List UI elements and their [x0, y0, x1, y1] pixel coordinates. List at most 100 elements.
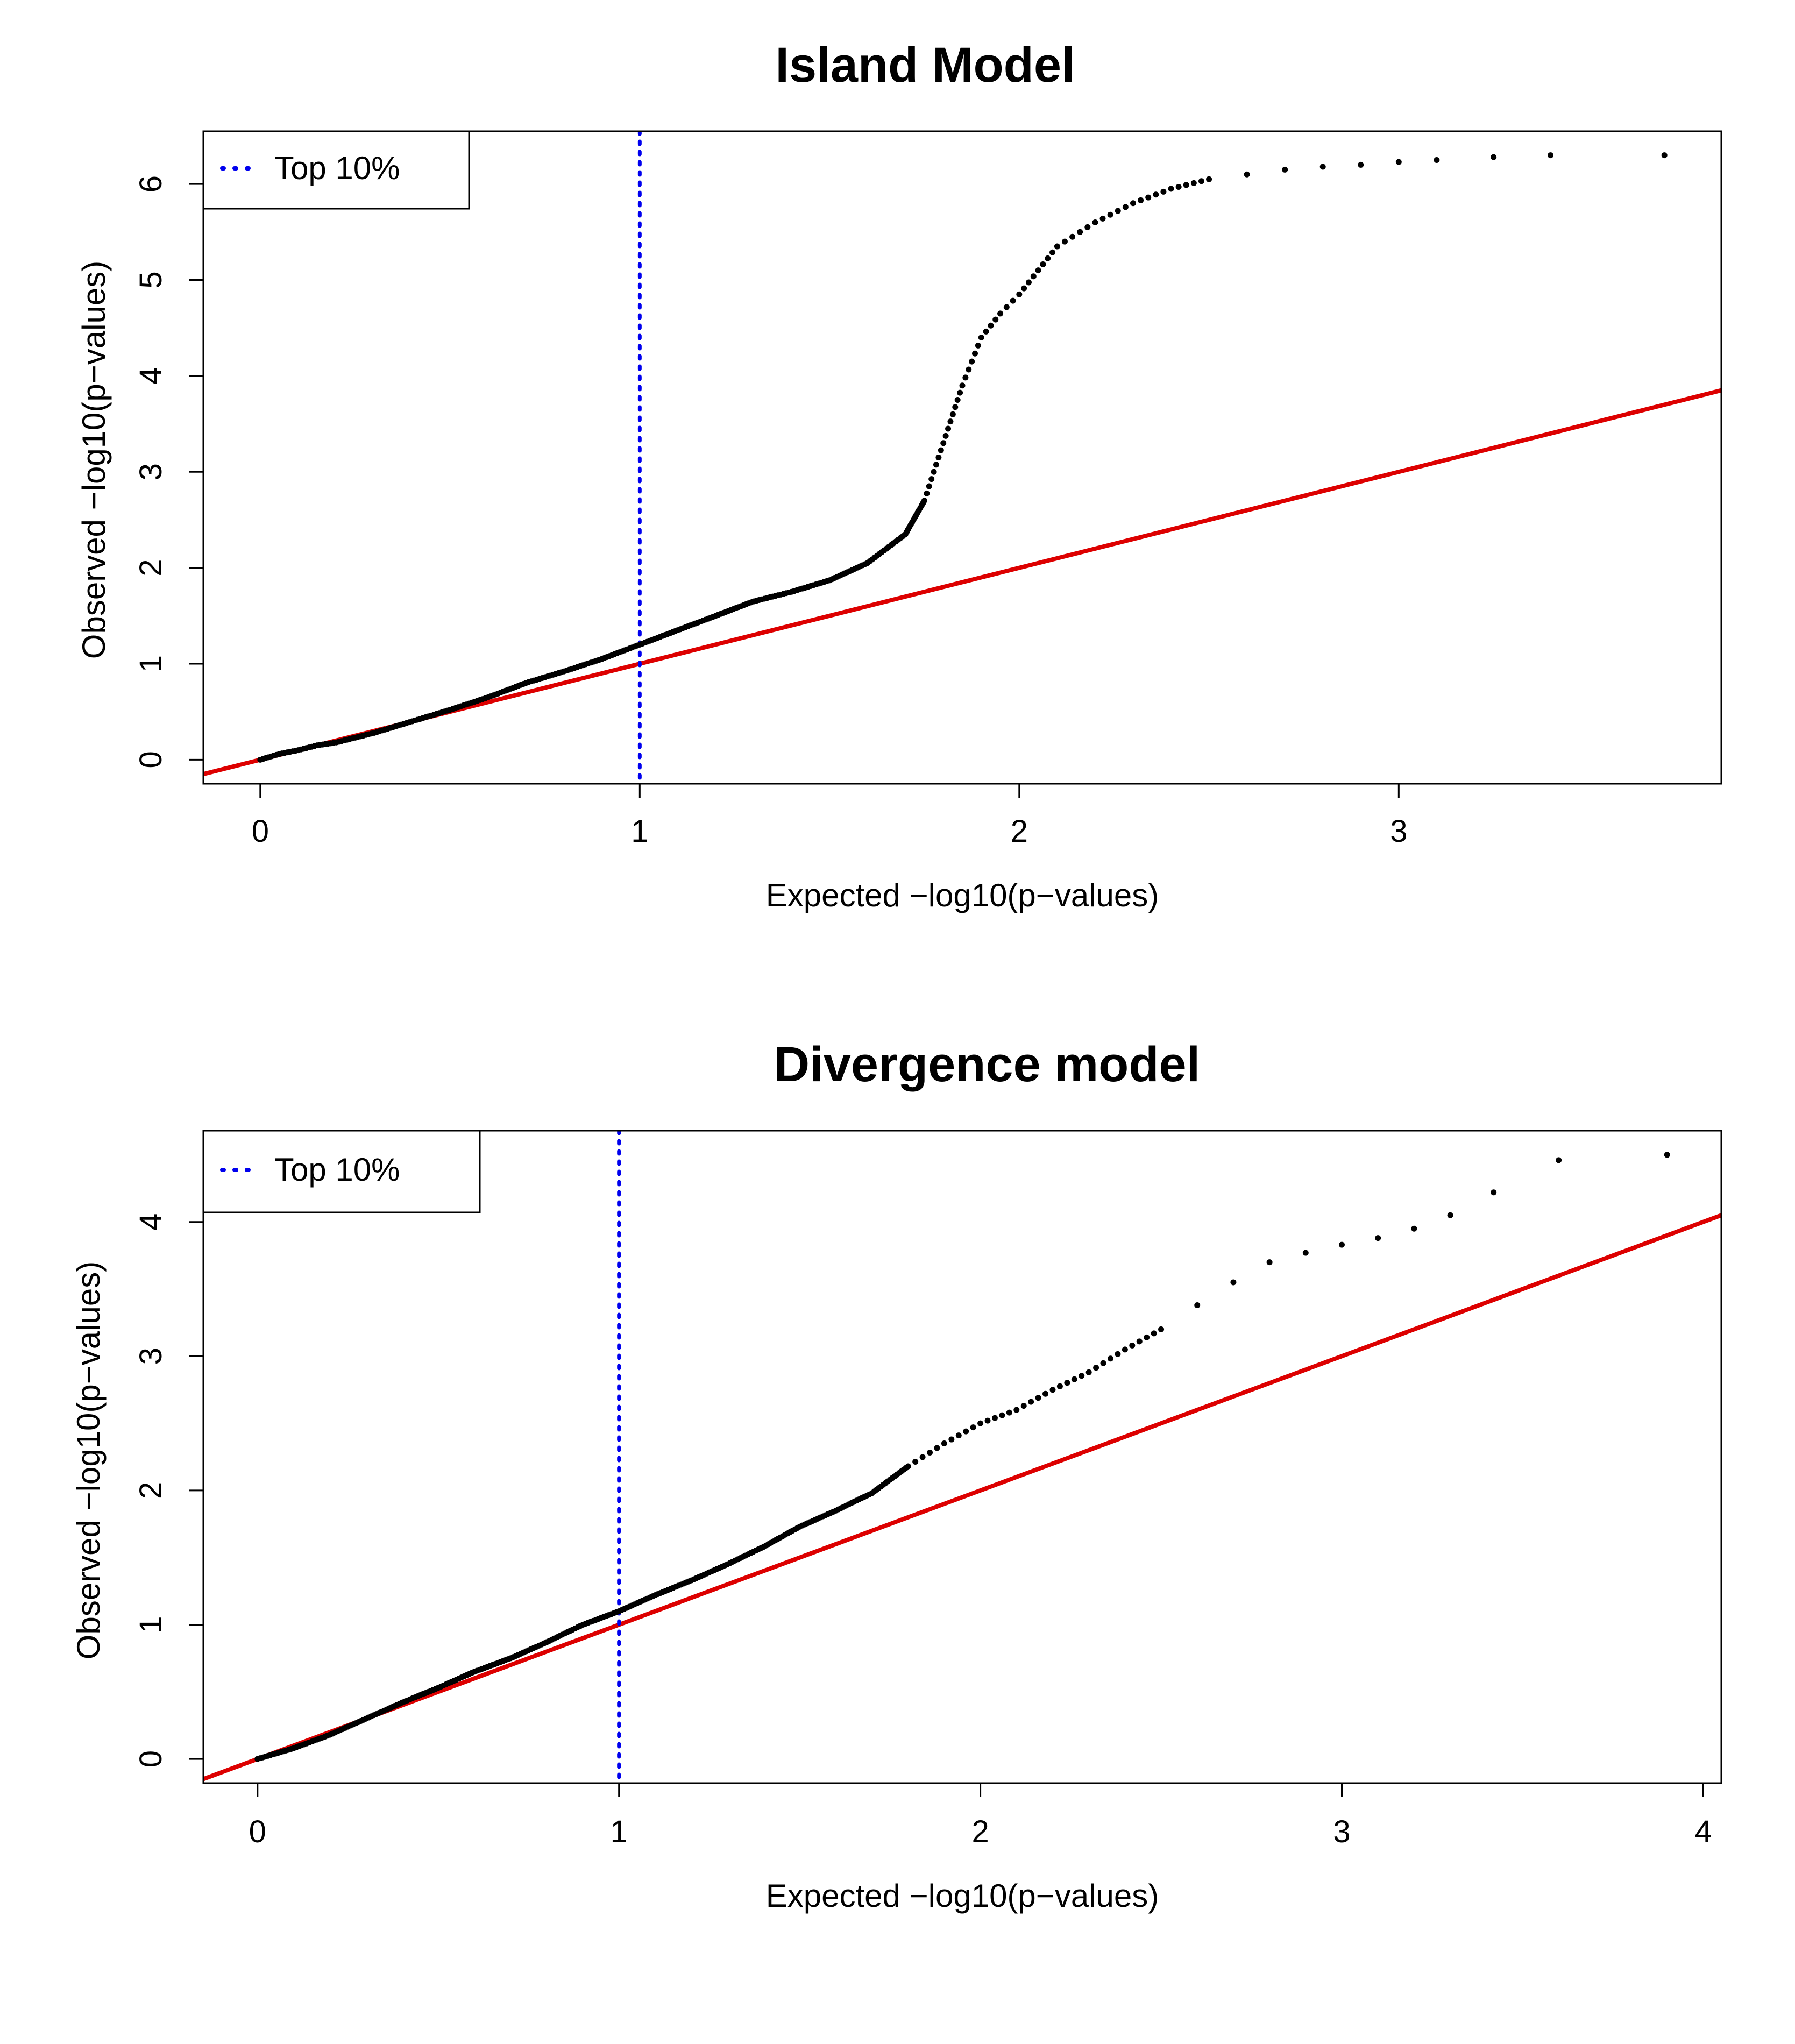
data-point: [1093, 1365, 1099, 1371]
y-tick-label: 2: [133, 1482, 168, 1499]
data-point: [966, 366, 972, 373]
data-point: [1194, 1302, 1201, 1308]
data-point: [999, 1412, 1005, 1418]
data-point: [934, 1445, 940, 1451]
y-tick-label: 1: [133, 655, 168, 672]
data-point: [940, 440, 947, 446]
y-tick-label: 4: [133, 367, 168, 385]
data-point: [997, 310, 1004, 317]
y-tick-label: 6: [133, 175, 168, 193]
data-point: [1358, 161, 1364, 168]
data-point: [1030, 273, 1037, 280]
data-point: [1664, 1152, 1670, 1158]
data-point: [1056, 1383, 1063, 1389]
data-point: [1100, 1360, 1106, 1366]
data-point: [1064, 1380, 1070, 1386]
data-point: [945, 425, 952, 432]
data-point: [975, 342, 981, 349]
data-point: [1129, 1342, 1136, 1349]
data-point: [1153, 191, 1159, 198]
data-point: [1035, 1395, 1041, 1401]
data-point: [1003, 304, 1010, 310]
data-point: [1145, 194, 1152, 201]
chart-title: Island Model: [775, 38, 1075, 93]
y-tick-label: 1: [133, 1616, 168, 1633]
data-point: [924, 490, 930, 496]
data-point: [1339, 1241, 1345, 1248]
legend-label: Top 10%: [274, 1152, 400, 1188]
data-point: [1049, 1387, 1056, 1393]
data-point: [1013, 1407, 1020, 1413]
data-point: [919, 1454, 926, 1460]
data-point: [972, 350, 978, 357]
data-point: [1175, 183, 1182, 190]
data-point: [1054, 243, 1060, 250]
data-point: [1035, 267, 1041, 274]
plot-frame: [202, 130, 1722, 785]
x-axis-label: Expected −log10(p−values): [766, 1878, 1159, 1914]
data-point: [1491, 154, 1497, 160]
data-point: [1168, 186, 1174, 192]
data-point: [1434, 157, 1440, 164]
data-point: [933, 462, 939, 468]
data-point: [957, 389, 963, 396]
data-point: [1107, 1355, 1113, 1362]
tick-labels-x: 0 1 2 3 4: [249, 1814, 1712, 1849]
data-point: [1025, 279, 1032, 286]
data-point: [1049, 249, 1056, 256]
data-point: [1144, 1334, 1150, 1340]
y-tick-label: 4: [133, 1213, 168, 1231]
data-point: [1040, 261, 1046, 268]
data-points: [254, 1152, 1670, 1762]
data-point: [1548, 152, 1554, 159]
data-point: [963, 1428, 969, 1435]
chart-divergence-model: Divergence model 0 1 2 3 4 0 1 2 3 4 Top 10% Exp…: [70, 1037, 1722, 1914]
data-point: [1071, 1376, 1077, 1382]
data-point: [1302, 1250, 1309, 1256]
data-point: [1151, 1330, 1157, 1337]
data-point: [1069, 233, 1076, 240]
data-point: [941, 1440, 947, 1447]
data-point: [1266, 1259, 1273, 1266]
data-point: [1190, 180, 1197, 186]
x-axis-label: Expected −log10(p−values): [766, 877, 1159, 913]
plot-frame: [202, 1130, 1722, 1784]
data-point: [1021, 285, 1027, 292]
data-point: [1115, 1351, 1121, 1357]
data-point: [1230, 1279, 1237, 1286]
data-point: [938, 447, 944, 453]
data-point: [928, 476, 935, 482]
y-tick-label: 3: [133, 463, 168, 480]
data-point: [1661, 152, 1668, 159]
data-point: [984, 1417, 991, 1424]
tick-labels-x: 0 1 2 3: [252, 814, 1408, 849]
data-point: [1556, 1157, 1562, 1163]
data-points: [257, 152, 1668, 763]
data-point: [1411, 1225, 1417, 1232]
data-point: [1077, 229, 1083, 235]
data-point: [988, 322, 994, 329]
data-point: [1061, 238, 1068, 245]
data-point: [955, 1432, 962, 1439]
data-point: [1028, 1399, 1034, 1405]
data-point: [927, 1450, 933, 1456]
chart-island-model: Island Model 0 1 2 3 0 1 2 3 4 5 6 Top 10% Expect…: [76, 38, 1722, 913]
data-point: [905, 1463, 911, 1470]
y-tick-label: 5: [133, 271, 168, 288]
legend: Top 10%: [202, 130, 470, 210]
data-point: [1447, 1212, 1453, 1218]
x-tick-label: 0: [252, 814, 269, 849]
data-point: [1122, 204, 1129, 210]
x-tick-label: 3: [1390, 814, 1407, 849]
data-point: [1042, 1390, 1049, 1397]
data-point: [1084, 224, 1091, 230]
data-point: [952, 404, 959, 410]
data-point: [931, 469, 937, 475]
data-point: [1491, 1189, 1497, 1196]
reference-line: [203, 1213, 1721, 1782]
y-tick-label: 2: [133, 559, 168, 577]
legend-label: Top 10%: [274, 150, 400, 186]
data-point: [1130, 200, 1136, 207]
data-point: [1122, 1346, 1128, 1353]
